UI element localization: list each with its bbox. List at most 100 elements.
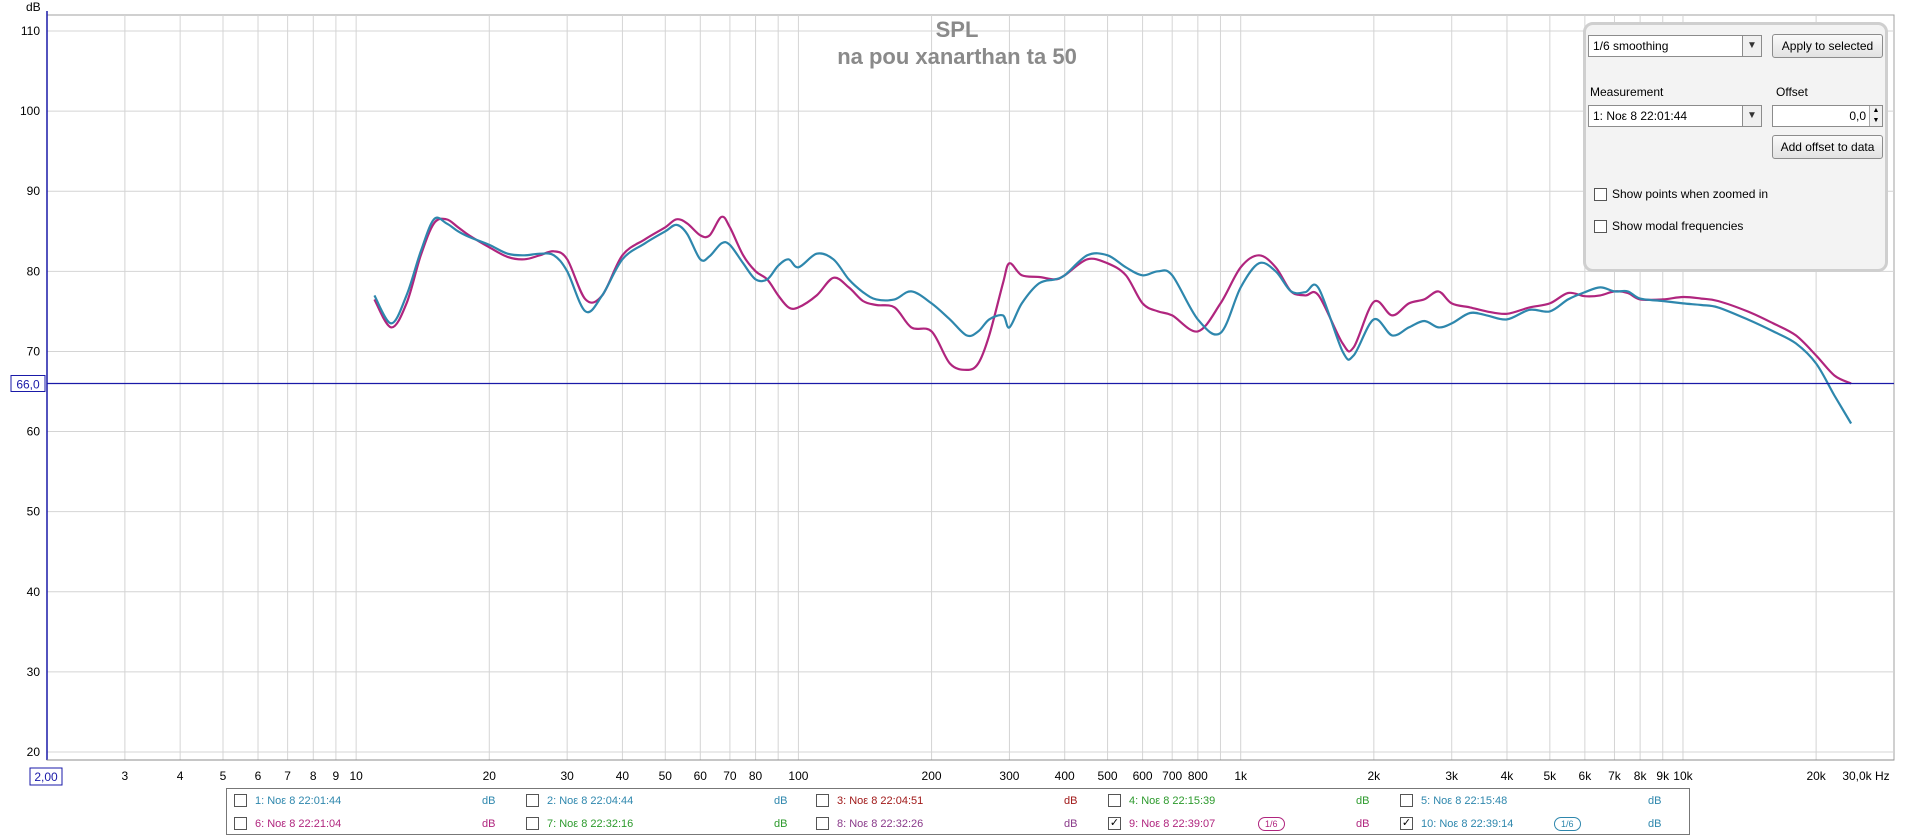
x-tick-label: 9 (333, 769, 340, 783)
measurement-select-value: 1: Νοε 8 22:01:44 (1593, 109, 1688, 123)
apply-to-selected-button[interactable]: Apply to selected (1772, 34, 1883, 58)
offset-input[interactable]: 0,0 ▲ ▼ (1772, 105, 1883, 127)
show-points-checkbox[interactable] (1594, 188, 1607, 201)
spinner-arrows-icon[interactable]: ▲ ▼ (1869, 106, 1882, 126)
legend-item[interactable]: 1: Νοε 8 22:01:44 dB (234, 792, 516, 810)
smoothing-select-value: 1/6 smoothing (1593, 39, 1669, 53)
legend-unit: dB (1648, 818, 1662, 830)
legend-unit: dB (1356, 795, 1370, 807)
legend-name: 5: Νοε 8 22:15:48 (1421, 795, 1508, 807)
legend-name: 6: Νοε 8 22:21:04 (255, 818, 342, 830)
x-tick-label: 20 (483, 769, 497, 783)
show-modal-label: Show modal frequencies (1612, 219, 1744, 233)
x-tick-label: 9k (1656, 769, 1670, 783)
add-offset-button[interactable]: Add offset to data (1772, 135, 1883, 159)
legend-unit: dB (1648, 795, 1662, 807)
x-tick-label: 6k (1579, 769, 1593, 783)
x-axis-min-label: 2,00 (34, 770, 58, 784)
offset-input-value: 0,0 (1849, 109, 1866, 123)
x-tick-label: 300 (999, 769, 1019, 783)
legend-checkbox[interactable] (1108, 794, 1121, 807)
x-tick-label: 700 (1162, 769, 1182, 783)
legend-item[interactable]: 6: Νοε 8 22:21:04 dB (234, 815, 516, 833)
x-axis-max-label: 30,0k Hz (1842, 769, 1889, 783)
measurement-select[interactable]: 1: Νοε 8 22:01:44 ▼ (1588, 105, 1762, 127)
series-line-2 (373, 216, 1853, 425)
legend-unit: dB (1064, 795, 1078, 807)
y-axis-unit: dB (26, 0, 41, 14)
smoothing-select[interactable]: 1/6 smoothing ▼ (1588, 35, 1762, 57)
y-tick-label: 50 (27, 505, 41, 519)
legend-checkbox[interactable]: ✓ (1108, 817, 1121, 830)
legend-checkbox[interactable] (234, 817, 247, 830)
smoothing-badge: 1/6 (1554, 817, 1581, 831)
legend-unit: dB (774, 795, 788, 807)
x-tick-label: 3 (122, 769, 129, 783)
legend-checkbox[interactable] (1400, 794, 1413, 807)
legend-item[interactable]: 7: Νοε 8 22:32:16 dB (526, 815, 808, 833)
x-tick-label: 400 (1055, 769, 1075, 783)
y-tick-label: 40 (27, 585, 41, 599)
legend-checkbox[interactable] (816, 794, 829, 807)
x-tick-label: 4k (1501, 769, 1515, 783)
legend-name: 10: Νοε 8 22:39:14 (1421, 818, 1514, 830)
x-tick-label: 500 (1098, 769, 1118, 783)
chart-subtitle: na pou xanarthan ta 50 (837, 44, 1077, 69)
y-tick-label: 60 (27, 425, 41, 439)
x-tick-label: 5k (1543, 769, 1557, 783)
y-tick-label: 100 (20, 104, 40, 118)
x-tick-label: 80 (749, 769, 763, 783)
show-modal-checkbox[interactable] (1594, 220, 1607, 233)
legend-item[interactable]: 2: Νοε 8 22:04:44 dB (526, 792, 808, 810)
legend-name: 4: Νοε 8 22:15:39 (1129, 795, 1216, 807)
legend-checkbox[interactable]: ✓ (1400, 817, 1413, 830)
x-tick-label: 70 (723, 769, 737, 783)
legend-name: 8: Νοε 8 22:32:26 (837, 818, 924, 830)
axes: 20 30 40 50 60 70 80 90 100 110 3 4 5 6 7 8 9 10 20 30 40 50 6… (20, 0, 1894, 786)
legend-checkbox[interactable] (526, 794, 539, 807)
y-tick-label: 110 (21, 24, 40, 38)
legend-item[interactable]: 8: Νοε 8 22:32:26 dB (816, 815, 1098, 833)
legend-name: 7: Νοε 8 22:32:16 (547, 818, 634, 830)
measurement-legend: 1: Νοε 8 22:01:44 dB 2: Νοε 8 22:04:44 dB 3:… (226, 788, 1690, 835)
legend-checkbox[interactable] (234, 794, 247, 807)
reference-line-group[interactable]: 66,0 (10, 374, 1894, 392)
legend-checkbox[interactable] (816, 817, 829, 830)
legend-item[interactable]: ✓ 9: Νοε 8 22:39:07 1/6 dB (1108, 815, 1390, 833)
legend-item[interactable]: 3: Νοε 8 22:04:51 dB (816, 792, 1098, 810)
y-tick-label: 30 (27, 665, 41, 679)
legend-name: 9: Νοε 8 22:39:07 (1129, 818, 1216, 830)
reference-line-label: 66,0 (16, 377, 40, 391)
x-tick-label: 100 (788, 769, 808, 783)
legend-unit: dB (774, 818, 788, 830)
series (373, 215, 1853, 425)
x-tick-label: 7 (284, 769, 291, 783)
legend-unit: dB (1064, 818, 1078, 830)
show-points-label: Show points when zoomed in (1612, 187, 1769, 201)
y-tick-label: 20 (27, 745, 41, 759)
reference-line-box (10, 374, 46, 392)
x-tick-label: 600 (1133, 769, 1153, 783)
offset-label: Offset (1776, 85, 1808, 99)
x-tick-label: 20k (1806, 769, 1826, 783)
x-tick-label: 7k (1608, 769, 1622, 783)
y-tick-label: 90 (27, 184, 41, 198)
control-panel: 1/6 smoothing ▼ Apply to selected Measur… (1583, 22, 1888, 272)
legend-item[interactable]: 4: Νοε 8 22:15:39 dB (1108, 792, 1390, 810)
chevron-down-icon[interactable]: ▼ (1742, 106, 1761, 126)
legend-checkbox[interactable] (526, 817, 539, 830)
smoothing-badge: 1/6 (1258, 817, 1285, 831)
legend-item[interactable]: 5: Νοε 8 22:15:48 dB (1400, 792, 1682, 810)
x-tick-label: 10 (349, 769, 363, 783)
x-tick-label: 40 (616, 769, 630, 783)
legend-name: 1: Νοε 8 22:01:44 (255, 795, 342, 807)
chevron-down-icon[interactable]: ▼ (1742, 36, 1761, 56)
x-tick-label: 60 (694, 769, 708, 783)
x-tick-label: 8k (1634, 769, 1648, 783)
chart-title: SPL (936, 17, 979, 42)
y-tick-label: 70 (27, 344, 41, 358)
measurement-label: Measurement (1590, 85, 1664, 99)
legend-unit: dB (482, 795, 496, 807)
x-tick-label: 800 (1188, 769, 1208, 783)
legend-item[interactable]: ✓ 10: Νοε 8 22:39:14 1/6 dB (1400, 815, 1682, 833)
